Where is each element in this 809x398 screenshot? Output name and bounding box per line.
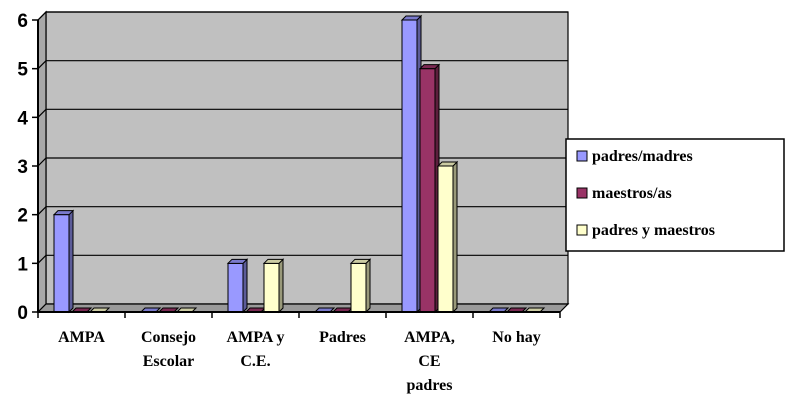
legend-label: padres y maestros [592, 222, 715, 239]
x-tick-label-line: Escolar [143, 353, 195, 370]
bar [418, 63, 441, 314]
x-tick-label-line: AMPA, [404, 329, 455, 346]
bar-front [437, 165, 454, 313]
x-tick-label-line: AMPA [58, 329, 105, 346]
plot-floor [36, 303, 570, 313]
bar-side [365, 258, 371, 314]
legend-item: padres/madres [576, 148, 693, 165]
x-tick-label: No hay [492, 329, 540, 346]
y-tick-label: 6 [17, 11, 28, 32]
y-tick-label: 5 [17, 60, 28, 81]
bar-front [53, 214, 70, 313]
x-tick-label-line: AMPA y [227, 329, 285, 346]
bar-side [68, 209, 74, 314]
bar [349, 258, 372, 314]
bar [400, 14, 423, 314]
legend-swatch [576, 150, 588, 162]
bar-top [226, 258, 249, 264]
bar-front [419, 68, 436, 313]
y-tick-label: 1 [17, 254, 28, 275]
x-tick-label-line: padres [407, 377, 453, 394]
bars [52, 14, 546, 314]
bar-top [436, 161, 459, 167]
gridline [37, 254, 568, 264]
bar-top [262, 258, 285, 264]
gridline [37, 206, 568, 216]
legend-label: padres/madres [592, 148, 693, 165]
x-tick-label: AMPA, CE padres [404, 329, 455, 394]
bar [52, 209, 75, 314]
bar [436, 160, 459, 314]
legend-box [565, 138, 785, 252]
bar-top [349, 258, 372, 264]
plot-area [36, 10, 570, 314]
y-axis-ticks: 0 1 2 3 4 5 6 [17, 11, 38, 324]
bar-top [52, 210, 75, 216]
x-tick-label: AMPA [58, 329, 105, 346]
x-tick-label-line: No hay [492, 329, 540, 346]
y-tick-label: 2 [17, 206, 28, 227]
gridline [37, 60, 568, 70]
y-tick-label: 4 [17, 108, 28, 129]
bar-top [400, 15, 423, 21]
bar-front [350, 262, 367, 313]
legend-swatch [576, 224, 588, 236]
bar-side [452, 160, 458, 314]
legend: padres/madres maestros/as padres y maestro… [565, 138, 785, 252]
x-axis-ticks: AMPA Consejo Escolar AMPA y C.E. Padres AMPA, C… [37, 312, 561, 394]
x-tick-label: Padres [319, 329, 366, 346]
x-tick-label: AMPA y C.E. [227, 329, 285, 370]
y-tick-label: 3 [17, 157, 28, 178]
bar-front [401, 19, 418, 313]
legend-item: maestros/as [576, 185, 672, 202]
gridline [37, 11, 568, 21]
legend-swatch [576, 187, 588, 199]
bar [226, 258, 249, 314]
bar [262, 258, 285, 314]
x-tick-label-line: Consejo [141, 329, 196, 346]
bar-side [278, 258, 284, 314]
bar-front [227, 262, 244, 313]
x-tick-label-line: CE [418, 353, 440, 370]
gridline [37, 108, 568, 118]
bar-side [242, 258, 248, 314]
x-tick-label: Consejo Escolar [141, 329, 196, 370]
legend-label: maestros/as [592, 185, 672, 202]
x-tick-label-line: C.E. [240, 353, 270, 370]
x-tick-label-line: Padres [319, 329, 366, 346]
bar-front [263, 262, 280, 313]
bar-top [418, 64, 441, 70]
legend-items: padres/madres maestros/as padres y maestro… [576, 148, 715, 239]
legend-item: padres y maestros [576, 222, 715, 239]
gridline [37, 157, 568, 167]
y-tick-label: 0 [17, 303, 28, 324]
